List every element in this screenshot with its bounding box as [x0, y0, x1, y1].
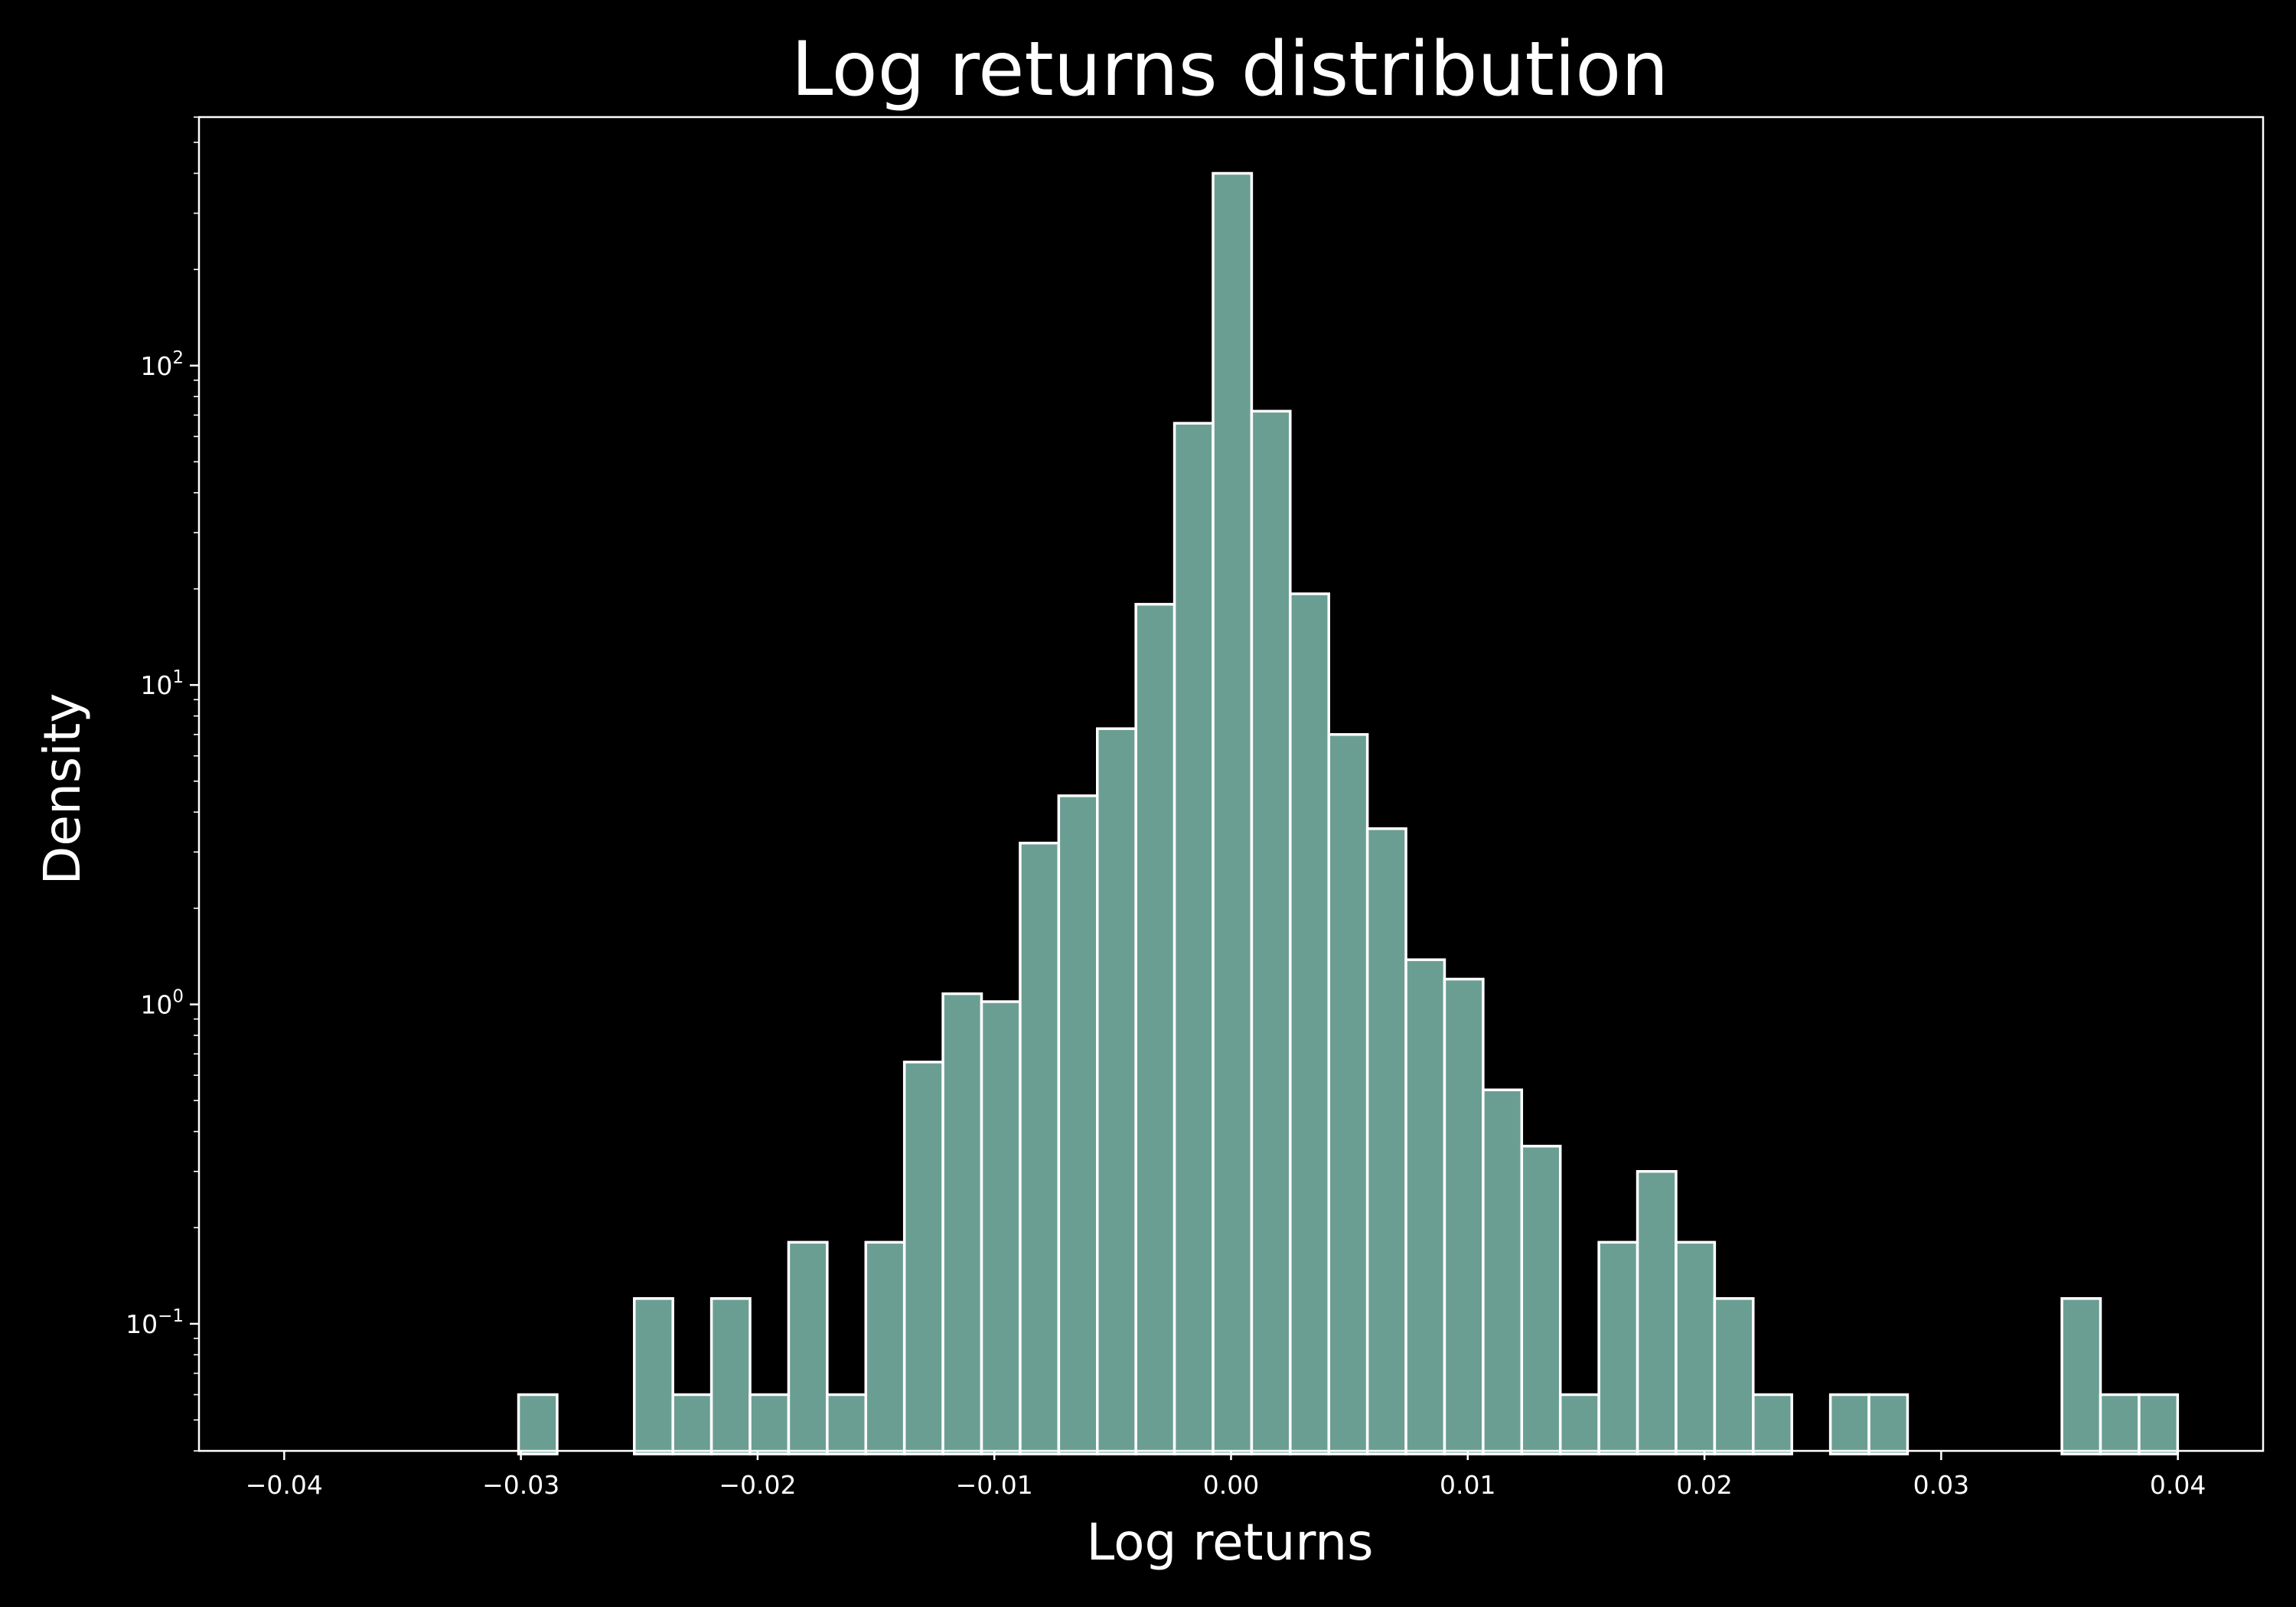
- chart-title: Log returns distribution: [791, 26, 1669, 113]
- histogram-bar: [1172, 422, 1215, 1455]
- x-tick-label: 0.03: [1913, 1470, 1969, 1500]
- x-tick-label: 0.02: [1676, 1470, 1732, 1500]
- histogram-bar: [2060, 1297, 2102, 1455]
- x-axis-label: Log returns: [1086, 1513, 1373, 1572]
- histogram-bar: [1675, 1240, 1717, 1455]
- histogram-bar: [2138, 1393, 2180, 1455]
- y-tick-label: 100: [140, 987, 184, 1020]
- histogram-bar: [1482, 1088, 1524, 1455]
- histogram-bar: [709, 1297, 752, 1455]
- y-axis-label: Density: [33, 693, 92, 885]
- histogram-bar: [633, 1297, 674, 1455]
- histogram-bar: [1289, 592, 1330, 1455]
- histogram-bar: [1713, 1297, 1755, 1455]
- histogram-bar: [671, 1393, 713, 1455]
- y-tick-label: 102: [140, 348, 184, 381]
- x-tick-label: −0.01: [956, 1470, 1033, 1500]
- histogram-bar: [1752, 1393, 1793, 1455]
- histogram-bar: [787, 1240, 829, 1455]
- histogram-bar: [1828, 1393, 1870, 1455]
- histogram-bar: [1096, 727, 1137, 1455]
- x-tick-label: −0.02: [719, 1470, 796, 1500]
- histogram-bar: [1867, 1393, 1910, 1455]
- histogram-bar: [1212, 171, 1254, 1455]
- histogram-bar: [1057, 794, 1099, 1455]
- x-axis-ticks: −0.04 −0.03 −0.02 −0.01 0.00 0.01 0.02 0.03 0.04: [246, 1451, 2206, 1500]
- histogram-bar: [1327, 733, 1369, 1455]
- histogram-bar: [1443, 977, 1485, 1455]
- x-tick-label: 0.04: [2150, 1470, 2206, 1500]
- y-tick-label: 10−1: [126, 1306, 184, 1339]
- histogram-bar: [1019, 841, 1061, 1455]
- histogram-bar: [1520, 1144, 1562, 1455]
- histogram-bar: [826, 1393, 868, 1455]
- histogram-bar: [1404, 958, 1446, 1455]
- histogram-bar: [980, 1000, 1022, 1455]
- x-tick-label: −0.03: [482, 1470, 559, 1500]
- x-tick-label: 0.00: [1203, 1470, 1259, 1500]
- histogram-bar: [1134, 602, 1176, 1455]
- histogram-bar: [864, 1240, 906, 1455]
- x-tick-label: 0.01: [1440, 1470, 1495, 1500]
- histogram-bar: [1365, 827, 1407, 1455]
- y-tick-label: 101: [140, 667, 184, 700]
- histogram-bar: [1250, 409, 1292, 1455]
- histogram-bar: [748, 1393, 791, 1455]
- histogram-bars: [517, 171, 2180, 1455]
- histogram-bar: [941, 992, 983, 1455]
- histogram-bar: [1636, 1170, 1678, 1455]
- histogram-bar: [902, 1061, 944, 1455]
- y-axis-ticks: 10−1 100 101 102: [126, 116, 199, 1452]
- histogram-bar: [2099, 1393, 2141, 1455]
- histogram-bar: [1558, 1393, 1600, 1455]
- histogram-bar: [1597, 1240, 1639, 1455]
- x-tick-label: −0.04: [246, 1470, 323, 1500]
- histogram-bar: [517, 1393, 559, 1455]
